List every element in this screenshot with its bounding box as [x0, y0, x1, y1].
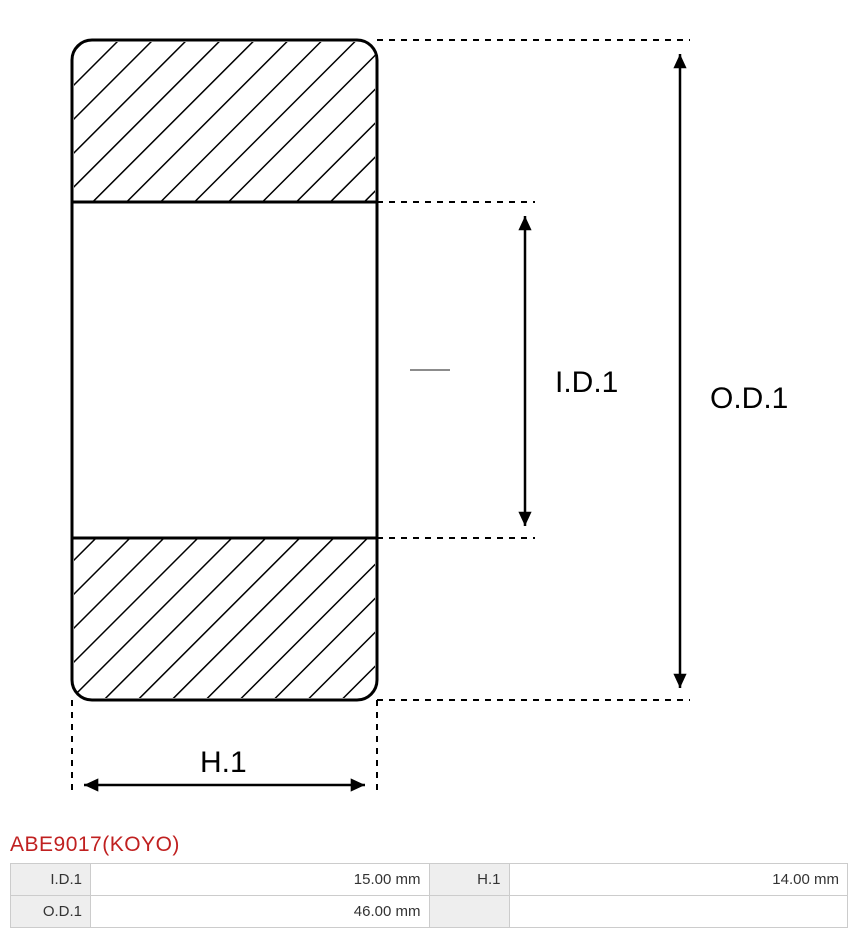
bearing-diagram: I.D.1 O.D.1 H.1: [60, 30, 800, 810]
dim-label-h1: H.1: [200, 746, 247, 779]
hatch-region: [74, 538, 375, 698]
dim-label-cell: [429, 896, 509, 928]
table-row: O.D.146.00 mm: [11, 896, 848, 928]
dim-label-cell: I.D.1: [11, 864, 91, 896]
dim-label-cell: H.1: [429, 864, 509, 896]
dim-value-cell: [509, 896, 848, 928]
dimension-table: I.D.115.00 mmH.114.00 mmO.D.146.00 mm: [10, 863, 848, 928]
part-title: ABE9017(KOYO): [10, 833, 848, 857]
dim-label-od1: O.D.1: [710, 382, 788, 415]
dim-label-cell: O.D.1: [11, 896, 91, 928]
dim-label-id1: I.D.1: [555, 366, 618, 399]
dim-value-cell: 15.00 mm: [91, 864, 430, 896]
dim-value-cell: 46.00 mm: [91, 896, 430, 928]
dim-value-cell: 14.00 mm: [509, 864, 848, 896]
table-row: I.D.115.00 mmH.114.00 mm: [11, 864, 848, 896]
hatch-region: [74, 42, 375, 202]
diagram-container: I.D.1 O.D.1 H.1: [0, 0, 848, 825]
